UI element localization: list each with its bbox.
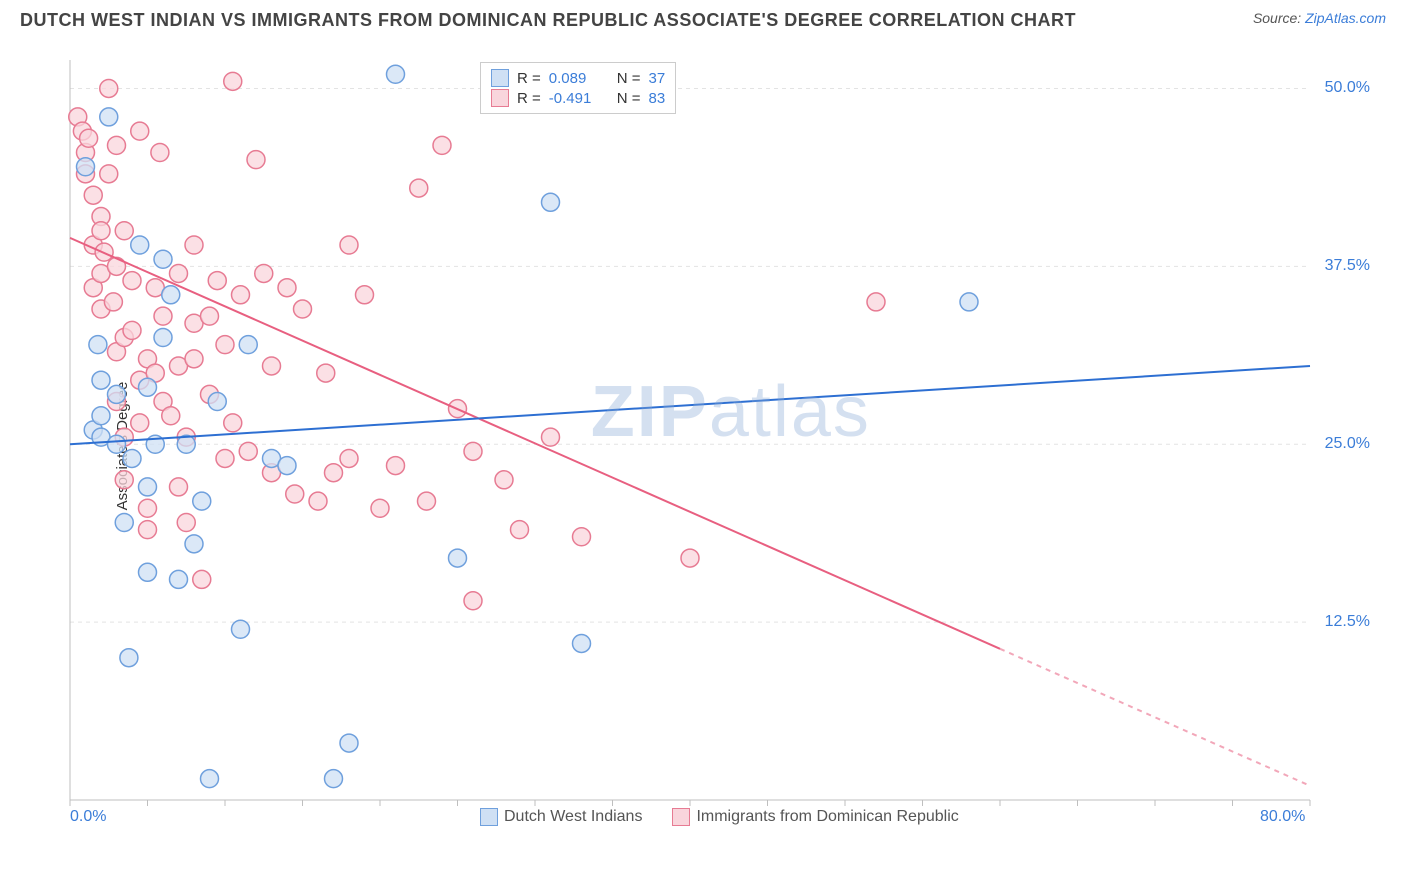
swatch-dutch: [491, 69, 509, 87]
r-label: R =: [517, 70, 541, 87]
source-label: Source:: [1253, 10, 1301, 26]
chart-container: Associate's Degree ZIPatlas R = 0.089 N …: [50, 50, 1386, 842]
source-link[interactable]: ZipAtlas.com: [1305, 10, 1386, 26]
n-label: N =: [617, 70, 641, 87]
r-value-dominican: -0.491: [549, 90, 609, 107]
n-label: N =: [617, 90, 641, 107]
stats-legend: R = 0.089 N = 37 R = -0.491 N = 83: [480, 62, 676, 114]
stats-row-dominican: R = -0.491 N = 83: [491, 89, 665, 107]
legend-item-dutch: Dutch West Indians: [480, 808, 642, 826]
n-value-dutch: 37: [649, 70, 666, 87]
chart-title: DUTCH WEST INDIAN VS IMMIGRANTS FROM DOM…: [20, 10, 1076, 31]
legend-label-dutch: Dutch West Indians: [504, 808, 642, 826]
swatch-dominican: [672, 808, 690, 826]
n-value-dominican: 83: [649, 90, 666, 107]
y-tick-label: 37.5%: [1325, 257, 1370, 275]
legend-item-dominican: Immigrants from Dominican Republic: [672, 808, 958, 826]
r-label: R =: [517, 90, 541, 107]
series-legend: Dutch West Indians Immigrants from Domin…: [480, 808, 959, 826]
swatch-dutch: [480, 808, 498, 826]
y-tick-label: 25.0%: [1325, 435, 1370, 453]
scatter-plot: [50, 50, 1386, 842]
y-tick-label: 50.0%: [1325, 79, 1370, 97]
x-axis-max-label: 80.0%: [1260, 808, 1305, 826]
swatch-dominican: [491, 89, 509, 107]
x-axis-min-label: 0.0%: [70, 808, 106, 826]
legend-label-dominican: Immigrants from Dominican Republic: [696, 808, 958, 826]
r-value-dutch: 0.089: [549, 70, 609, 87]
source-attribution: Source: ZipAtlas.com: [1253, 10, 1386, 26]
y-tick-label: 12.5%: [1325, 613, 1370, 631]
stats-row-dutch: R = 0.089 N = 37: [491, 69, 665, 87]
